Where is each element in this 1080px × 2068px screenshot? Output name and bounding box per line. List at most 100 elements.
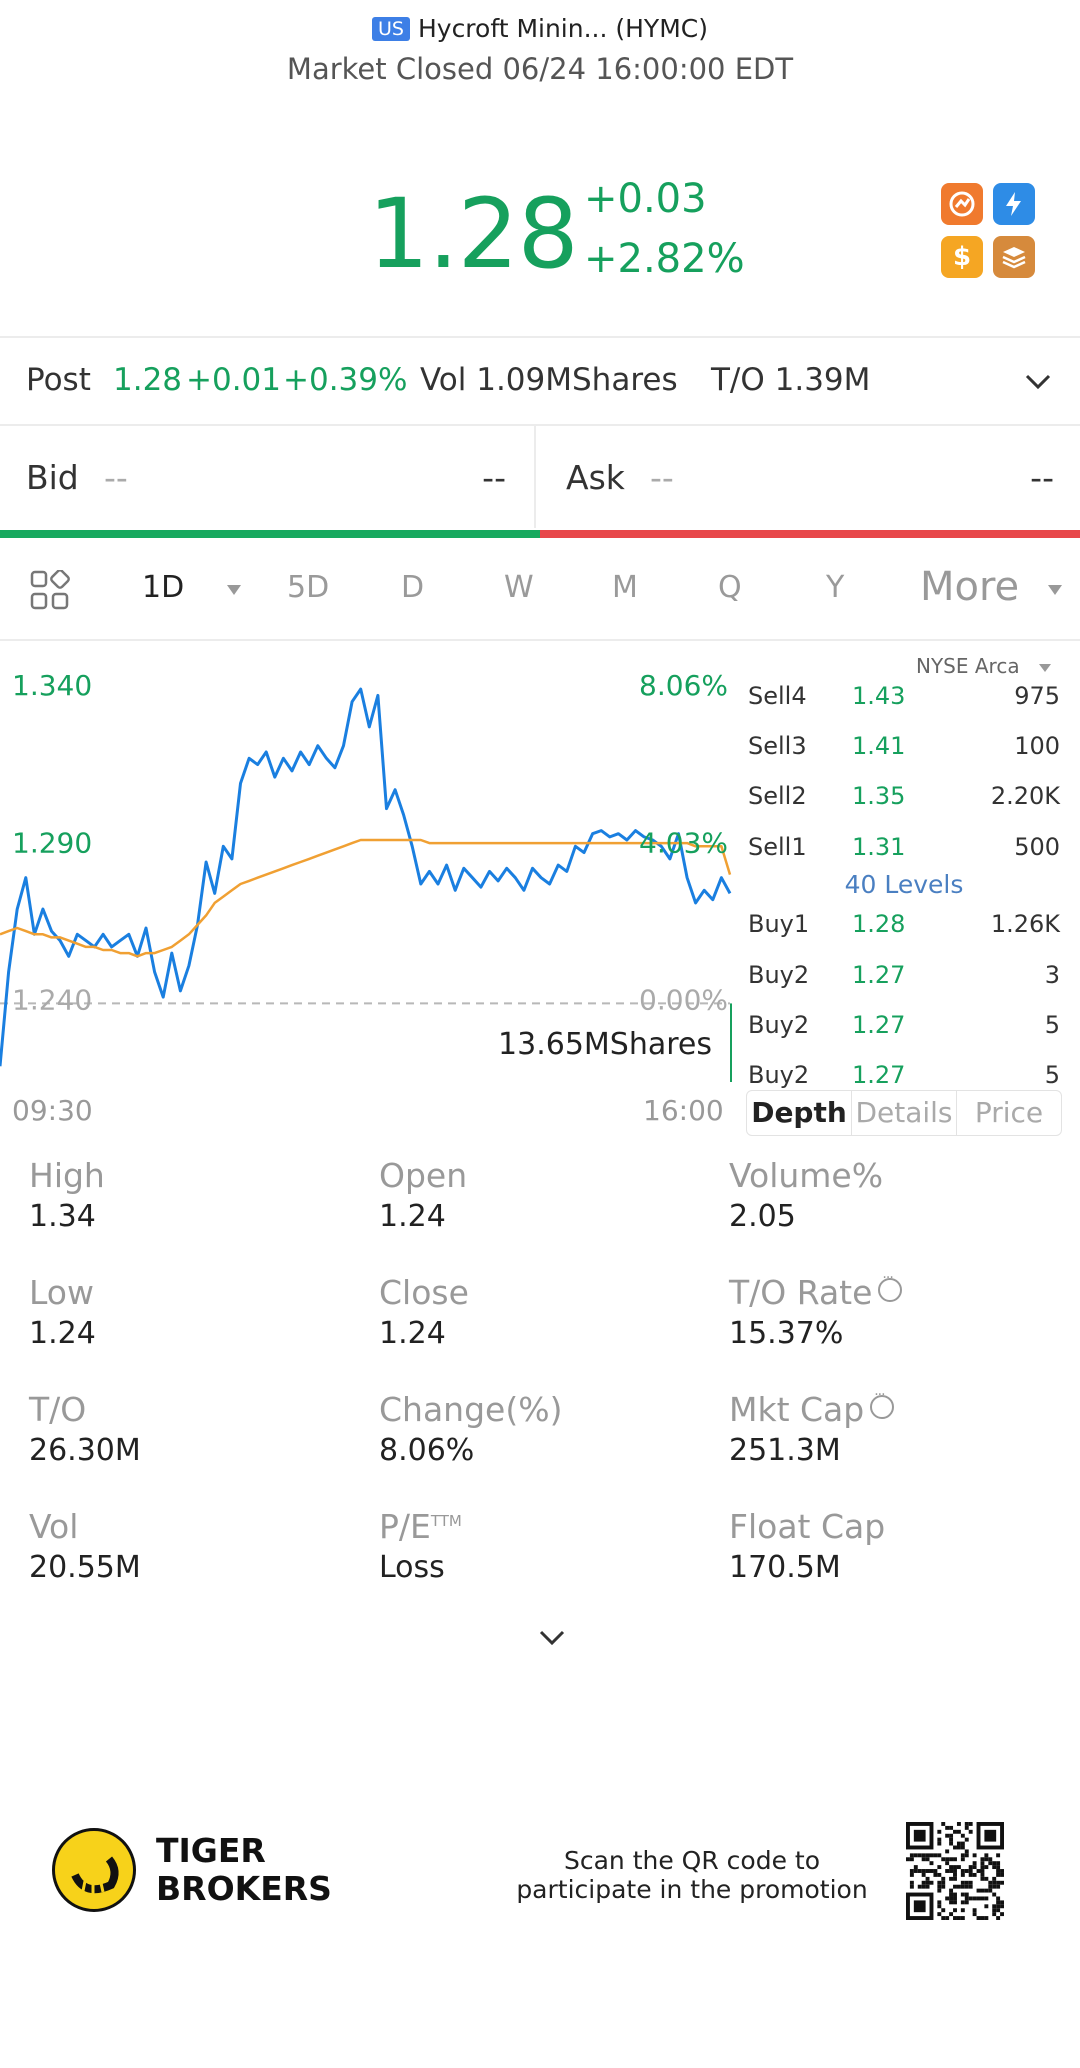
tab-details[interactable]: Details: [852, 1091, 957, 1135]
ask-row: Sell3 1.41 100: [748, 732, 1060, 768]
options-icon[interactable]: [941, 183, 983, 225]
layers-a-icon[interactable]: [993, 236, 1035, 278]
qr-module: [941, 1916, 946, 1920]
qr-module: [937, 1900, 942, 1905]
intraday-chart[interactable]: 1.340 1.290 1.240 8.06% 4.03% 0.00% 13.65MShar…: [0, 642, 735, 1082]
bid-level-price: 1.27: [852, 1061, 906, 1088]
order-book-tabs: Depth Details Price: [746, 1090, 1062, 1136]
tab-w[interactable]: W: [504, 570, 534, 605]
price-line: [0, 687, 732, 1067]
ask-level-label: Sell4: [748, 682, 807, 710]
grid-layout-icon[interactable]: [30, 570, 70, 610]
qr-module: [960, 1908, 965, 1913]
stock-title[interactable]: US Hycroft Minin... (HYMC): [0, 14, 1080, 43]
tab-q[interactable]: Q: [718, 570, 742, 605]
tab-depth[interactable]: Depth: [747, 1091, 852, 1135]
order-book[interactable]: Sell4 1.43 975 Sell3 1.41 100 Sell2 1.35…: [0, 678, 1080, 1088]
qr-module: [1000, 1869, 1004, 1873]
y-tick-right: 0.00%: [639, 983, 728, 1016]
qr-module: [941, 1876, 946, 1881]
tab-1d[interactable]: 1D: [142, 570, 185, 605]
qr-module: [996, 1880, 1001, 1885]
tab-price[interactable]: Price: [974, 1096, 1044, 1129]
period-tabs: 1D 5D D W M Q Y More: [0, 540, 1080, 640]
qr-module: [909, 1857, 914, 1862]
caret-down-icon[interactable]: [226, 584, 242, 596]
tab-5d[interactable]: 5D: [287, 570, 330, 605]
stat-label: T/O Rate: [729, 1273, 873, 1312]
qr-module: [980, 1896, 985, 1901]
qr-module: [1000, 1912, 1004, 1917]
qr-module: [941, 1908, 946, 1913]
stat-label: Float Cap: [729, 1507, 886, 1546]
qr-module: [956, 1841, 961, 1846]
dollar-icon[interactable]: $: [941, 236, 983, 278]
chevron-down-icon[interactable]: [1024, 372, 1052, 392]
qr-module: [953, 1916, 957, 1920]
volume-label: 13.65MShares: [498, 1027, 712, 1062]
stat-float-cap: Float Cap 170.5M: [729, 1507, 885, 1585]
tab-more[interactable]: More: [920, 564, 1020, 610]
exchange-selector[interactable]: NYSE Arca: [916, 654, 1052, 678]
qr-module: [996, 1869, 1001, 1873]
tab-y[interactable]: Y: [826, 570, 845, 605]
qr-module: [949, 1896, 954, 1901]
qr-module: [960, 1853, 965, 1858]
qr-module: [964, 1849, 969, 1854]
qr-module: [992, 1880, 997, 1885]
qr-module: [909, 1872, 914, 1877]
qr-module: [949, 1837, 954, 1842]
qr-module: [953, 1865, 957, 1870]
qr-module: [953, 1869, 957, 1873]
qr-module: [945, 1825, 950, 1830]
x-tick-end: 16:00: [643, 1094, 724, 1127]
promo-line-1: Scan the QR code to: [563, 1846, 821, 1875]
expand-chevron-icon[interactable]: [538, 1628, 566, 1648]
qr-module: [964, 1880, 969, 1885]
bid-level-label: Buy2: [748, 1011, 810, 1039]
info-icon[interactable]: [878, 1270, 903, 1302]
bid-level-price: 1.28: [852, 910, 906, 938]
brand-name: TIGER BROKERS: [156, 1832, 332, 1908]
qr-module: [960, 1833, 965, 1838]
qr-module: [953, 1829, 957, 1834]
qr-module: [937, 1888, 942, 1893]
bid-level-qty: 5: [1044, 1061, 1060, 1088]
bid-size: --: [482, 458, 506, 497]
qr-finder: [984, 1829, 997, 1842]
qr-module: [945, 1896, 950, 1901]
qr-module: [964, 1825, 969, 1830]
qr-module: [937, 1829, 942, 1834]
qr-module: [953, 1892, 957, 1897]
info-icon[interactable]: [870, 1387, 895, 1419]
bid-strength-bar: [0, 530, 540, 538]
qr-finder: [913, 1829, 926, 1842]
qr-module: [1000, 1900, 1004, 1905]
ask-size: --: [1030, 458, 1054, 497]
post-turnover: T/O 1.39M: [711, 362, 871, 398]
qr-module: [968, 1822, 973, 1826]
levels-link[interactable]: 40 Levels: [844, 870, 964, 899]
qr-code[interactable]: [906, 1822, 1004, 1920]
qr-module: [980, 1865, 985, 1870]
qr-module: [909, 1880, 914, 1885]
qr-module: [956, 1822, 961, 1826]
qr-module: [956, 1829, 961, 1834]
qr-module: [964, 1892, 969, 1897]
qr-module: [960, 1845, 965, 1850]
tab-m[interactable]: M: [612, 570, 638, 605]
caret-down-icon[interactable]: [1047, 584, 1063, 596]
tiger-logo-icon: [52, 1828, 136, 1912]
qr-module: [941, 1857, 946, 1862]
bid-level-qty: 3: [1044, 961, 1060, 989]
bid-level-price: 1.27: [852, 1011, 906, 1039]
stat-label: Mkt Cap: [729, 1390, 865, 1429]
qr-module: [972, 1853, 977, 1858]
qr-module: [933, 1853, 938, 1858]
post-market-row[interactable]: Post 1.28 +0.01 +0.39% Vol 1.09MShares T…: [0, 340, 1080, 424]
qr-module: [949, 1865, 954, 1870]
lightning-level1-icon[interactable]: [993, 183, 1035, 225]
qr-module: [996, 1853, 1001, 1858]
tab-d[interactable]: D: [401, 570, 425, 605]
average-line: [0, 838, 732, 958]
